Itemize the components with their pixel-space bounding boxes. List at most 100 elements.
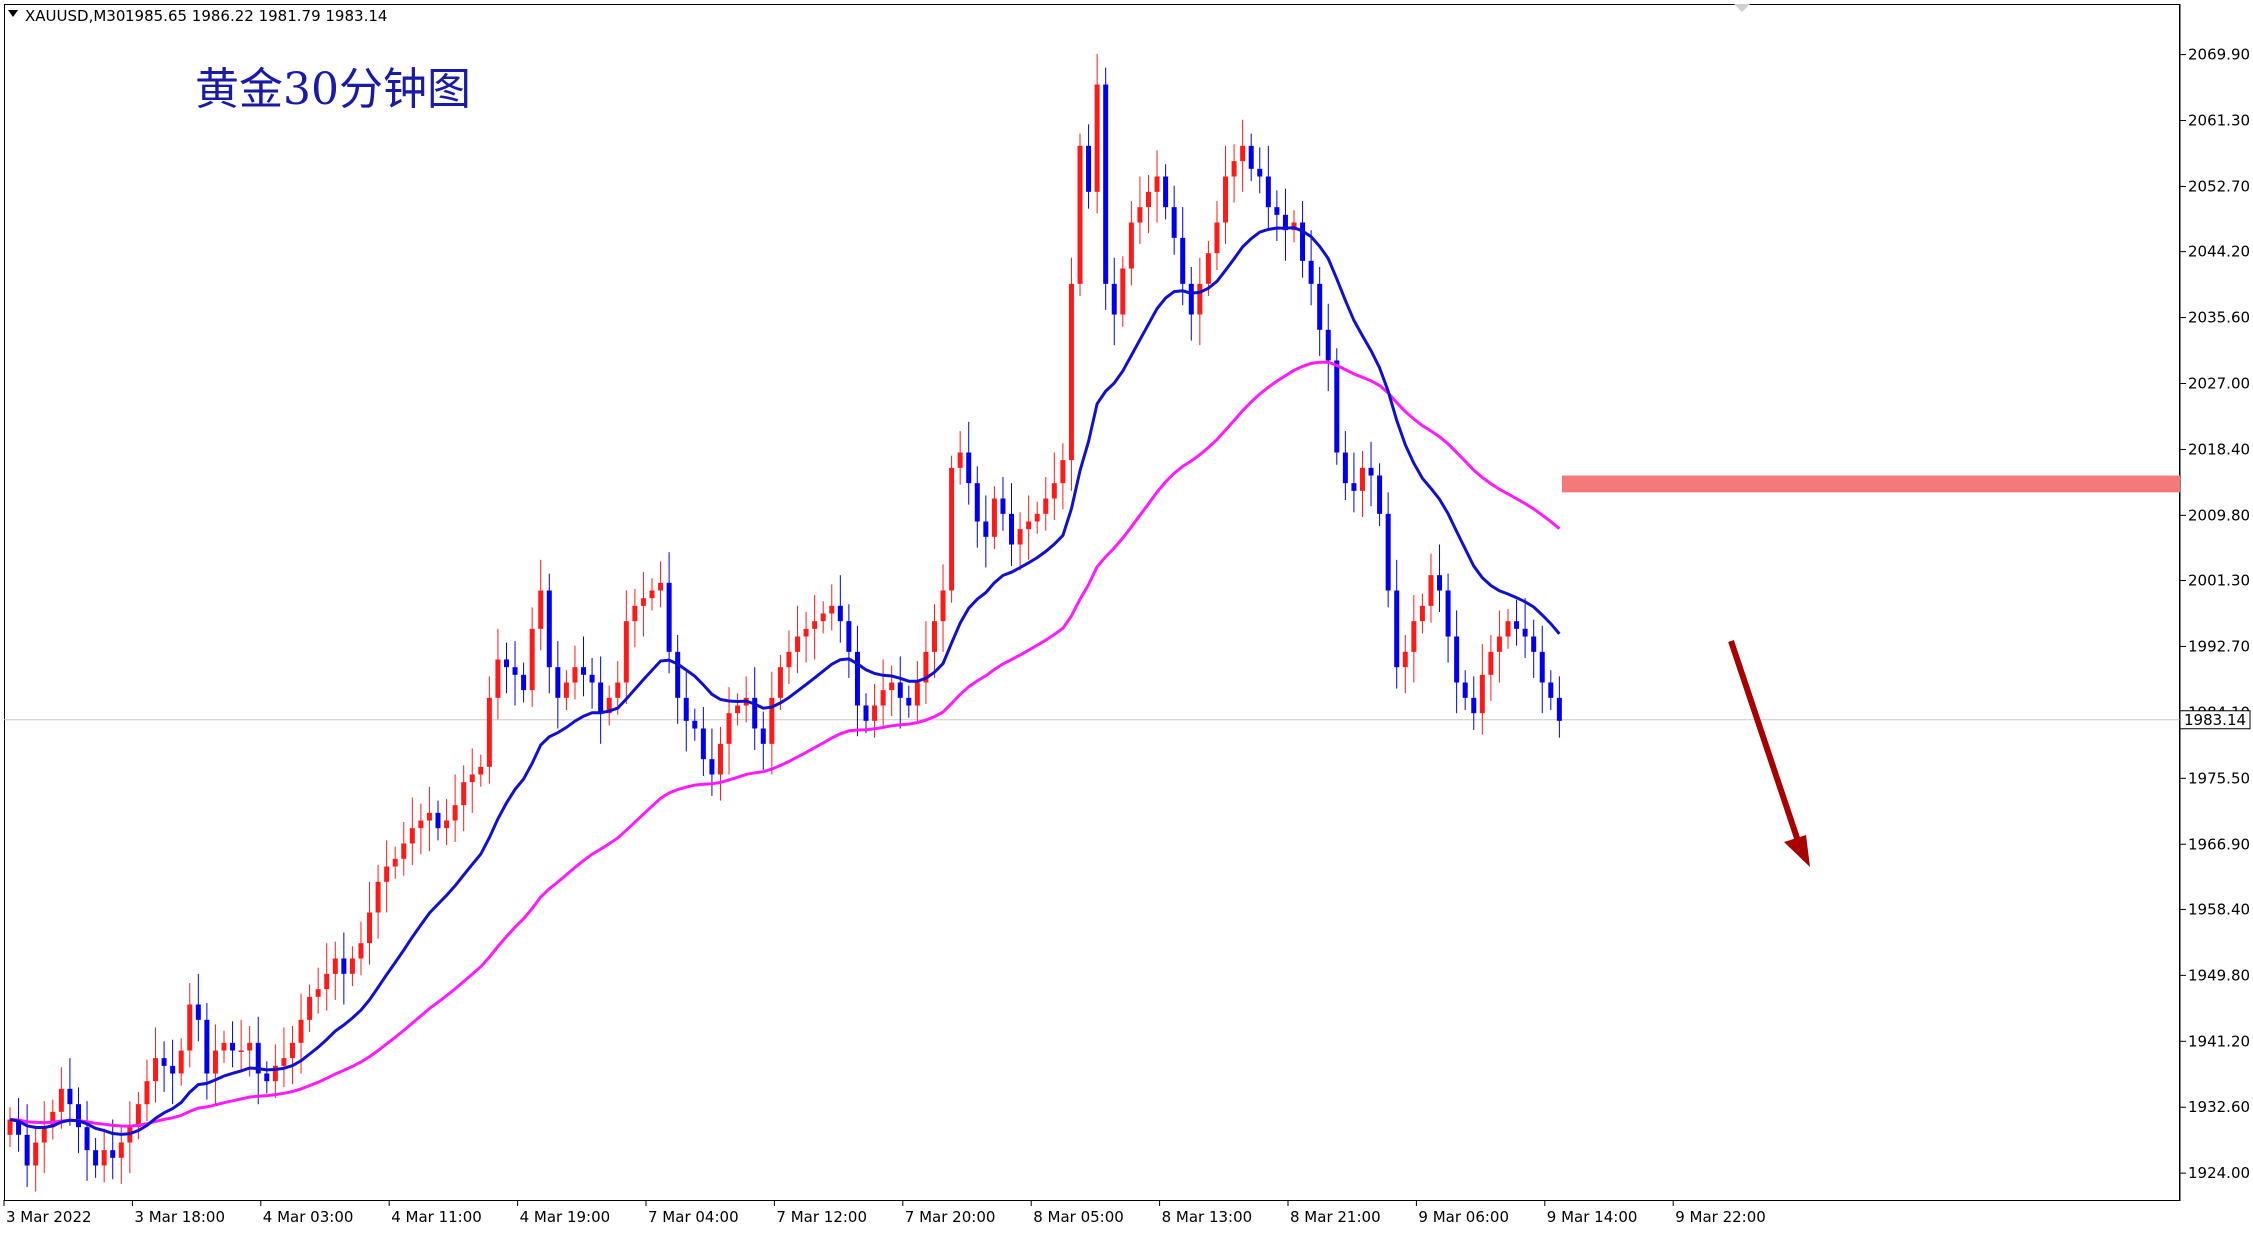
- candle-body: [84, 1127, 90, 1151]
- candle: [1359, 450, 1365, 517]
- candle-body: [786, 651, 792, 668]
- candle: [16, 1098, 22, 1152]
- candle-body: [1419, 605, 1425, 622]
- candle: [170, 1039, 176, 1105]
- candle-body: [863, 705, 869, 721]
- candle-body: [735, 705, 741, 714]
- candle: [1488, 634, 1494, 701]
- candle-body: [289, 1042, 295, 1059]
- candle-body: [1223, 176, 1229, 223]
- x-tick-label: 9 Mar 22:00: [1675, 1208, 1766, 1226]
- chart-menu-icon[interactable]: [8, 10, 18, 17]
- candle: [418, 803, 424, 855]
- candle-body: [486, 697, 492, 767]
- candle: [837, 575, 843, 643]
- candle: [7, 1107, 13, 1148]
- candle: [760, 711, 766, 770]
- candle-body: [931, 621, 937, 652]
- x-tick-label: 9 Mar 06:00: [1418, 1208, 1509, 1226]
- candle: [255, 1016, 261, 1105]
- candle-body: [195, 1004, 201, 1020]
- candle-body: [803, 628, 809, 637]
- candle-body: [33, 1142, 39, 1166]
- candle: [426, 786, 432, 852]
- candle-body: [598, 682, 604, 714]
- candle-body: [178, 1050, 184, 1074]
- candle-body: [375, 881, 381, 913]
- candle: [1257, 147, 1263, 194]
- candle: [683, 671, 689, 752]
- candle: [392, 846, 398, 879]
- candle: [1231, 144, 1237, 203]
- y-tick-label: 1975.50: [2188, 769, 2250, 787]
- candle-body: [606, 697, 612, 714]
- candle: [1437, 544, 1443, 612]
- candle: [281, 1027, 287, 1088]
- x-tick-label: 8 Mar 13:00: [1162, 1208, 1253, 1226]
- candle-body: [632, 605, 638, 622]
- candle: [238, 1019, 244, 1072]
- candle-body: [589, 674, 595, 683]
- candle: [829, 584, 835, 631]
- candle: [272, 1044, 278, 1099]
- candle-body: [521, 674, 527, 691]
- candle: [649, 578, 655, 611]
- candle-body: [914, 682, 920, 706]
- candle: [1051, 452, 1057, 520]
- candle-body: [332, 958, 338, 974]
- candle: [33, 1125, 39, 1192]
- candle-body: [829, 605, 835, 614]
- candle-body: [1265, 176, 1271, 208]
- candle-body: [1043, 498, 1049, 514]
- candle: [1197, 257, 1203, 346]
- candle: [1060, 443, 1066, 510]
- candle: [546, 573, 552, 694]
- candle-body: [512, 667, 518, 675]
- x-tick-label: 3 Mar 2022: [6, 1208, 92, 1226]
- candle: [1026, 495, 1032, 560]
- candle-body: [298, 1019, 304, 1043]
- candle-body: [1556, 697, 1562, 721]
- candle: [675, 634, 681, 724]
- candle: [1351, 452, 1357, 513]
- candle-body: [529, 628, 535, 691]
- candle-body: [897, 682, 903, 698]
- candle-body: [461, 782, 467, 806]
- y-tick-label: 1932.60: [2188, 1098, 2250, 1116]
- candle-body: [1368, 467, 1374, 476]
- candle: [931, 604, 937, 678]
- candle: [110, 1119, 116, 1180]
- candle: [1385, 492, 1391, 608]
- candle: [889, 665, 895, 717]
- candle: [615, 661, 621, 715]
- candle: [469, 748, 475, 813]
- current-price-label: 1983.14: [2184, 711, 2246, 729]
- candle-body: [846, 621, 852, 652]
- candle: [1086, 124, 1092, 209]
- candle-body: [1351, 483, 1357, 491]
- x-tick-label: 4 Mar 19:00: [520, 1208, 611, 1226]
- candle: [367, 881, 373, 965]
- candle-body: [144, 1081, 150, 1105]
- candle-body: [1402, 651, 1408, 668]
- candle-body: [221, 1042, 227, 1051]
- x-tick-label: 7 Mar 04:00: [648, 1208, 739, 1226]
- candle: [495, 628, 501, 720]
- candle: [101, 1128, 107, 1183]
- candle-body: [795, 636, 801, 652]
- candle: [914, 661, 920, 723]
- candle-body: [1257, 168, 1263, 177]
- candle-body: [1325, 329, 1331, 361]
- candle: [521, 662, 527, 703]
- candle: [1308, 230, 1314, 306]
- candle: [863, 693, 869, 734]
- candle: [93, 1137, 99, 1178]
- current-price-box: 1983.14: [2179, 710, 2251, 730]
- candle: [1154, 150, 1160, 223]
- candle-body: [1214, 222, 1220, 254]
- candle-body: [1377, 475, 1383, 514]
- candle-body: [118, 1142, 124, 1158]
- candle-body: [452, 805, 458, 821]
- candle-body: [581, 667, 587, 675]
